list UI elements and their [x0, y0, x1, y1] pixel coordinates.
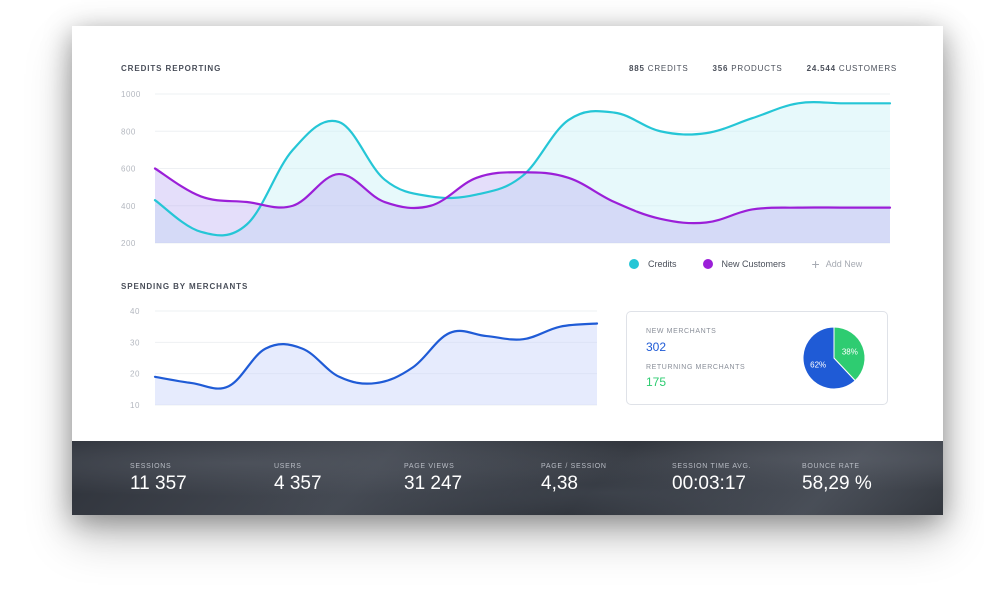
bounce-rate-stat: BOUNCE RATE 58,29 % — [802, 463, 872, 495]
legend-label-new-customers: New Customers — [721, 259, 786, 269]
y-tick-label: 20 — [130, 370, 140, 379]
products-stat: 356 PRODUCTS — [713, 64, 783, 73]
sessions-stat: SESSIONS 11 357 — [130, 463, 187, 495]
credits-reporting-chart: 200 400 600 800 1000 — [121, 90, 892, 248]
series-area — [155, 168, 890, 243]
credits-legend: Credits New Customers + Add New — [629, 256, 863, 272]
page-per-session-stat: PAGE / SESSION 4,38 — [541, 463, 607, 495]
returning-merchants-label: RETURNING MERCHANTS — [646, 364, 746, 371]
series-line — [153, 167, 892, 225]
credits-reporting-title: CREDITS REPORTING — [121, 64, 222, 73]
footer-stats-bar: SESSIONS 11 357 USERS 4 357 PAGE VIEWS 3… — [72, 441, 943, 515]
dashboard-card: CREDITS REPORTING 885 CREDITS 356 PRODUC… — [72, 26, 943, 515]
y-tick-label: 10 — [130, 401, 140, 410]
customers-stat-label: CUSTOMERS — [838, 64, 898, 73]
pie-slice-label: 38% — [842, 348, 858, 357]
customers-stat: 24.544 CUSTOMERS — [807, 64, 897, 73]
legend-item-credits[interactable]: Credits — [629, 259, 677, 269]
pie-slice-label: 62% — [810, 360, 826, 369]
products-stat-label: PRODUCTS — [731, 64, 783, 73]
users-value: 4 357 — [274, 473, 322, 494]
users-label: USERS — [274, 463, 302, 470]
page-per-session-value: 4,38 — [541, 473, 578, 494]
legend-dot-new-customers — [702, 259, 713, 269]
y-tick-label: 30 — [130, 338, 140, 347]
spending-title: SPENDING BY MERCHANTS — [121, 282, 249, 291]
y-tick-label: 40 — [130, 307, 140, 316]
customers-stat-value: 24.544 — [806, 64, 836, 73]
plus-icon: + — [811, 256, 820, 272]
add-new-label: Add New — [825, 259, 863, 269]
users-stat: USERS 4 357 — [274, 463, 322, 495]
new-merchants-label: NEW MERCHANTS — [646, 328, 717, 335]
series-area — [155, 102, 890, 243]
page-views-value: 31 247 — [404, 473, 463, 494]
y-tick-label: 1000 — [121, 90, 141, 99]
y-tick-label: 200 — [121, 239, 136, 248]
pie-slice — [802, 326, 856, 390]
session-time-stat: SESSION TIME AVG. 00:03:17 — [672, 463, 751, 495]
merchants-card: NEW MERCHANTS 302 RETURNING MERCHANTS 17… — [626, 311, 888, 405]
y-tick-label: 400 — [121, 202, 136, 211]
credits-stat: 885 CREDITS — [629, 64, 689, 73]
new-merchants-value: 302 — [646, 340, 667, 354]
y-tick-label: 800 — [121, 127, 136, 136]
returning-merchants-value: 175 — [646, 375, 667, 389]
pie-slice — [833, 326, 866, 382]
credits-stat-value: 885 — [629, 64, 645, 73]
bounce-rate-value: 58,29 % — [802, 473, 872, 494]
legend-label-credits: Credits — [648, 259, 677, 269]
session-time-label: SESSION TIME AVG. — [672, 463, 752, 470]
spending-chart: 10 20 30 40 — [130, 307, 599, 410]
series-line — [153, 101, 892, 237]
merchants-pie-chart: 62% 38% — [802, 326, 866, 390]
page-views-stat: PAGE VIEWS 31 247 — [404, 463, 462, 495]
series-area — [155, 323, 597, 405]
credits-stat-label: CREDITS — [647, 64, 689, 73]
add-new-button[interactable]: + Add New — [811, 256, 863, 272]
legend-dot-credits — [629, 259, 639, 269]
page-per-session-label: PAGE / SESSION — [541, 463, 607, 470]
page-views-label: PAGE VIEWS — [404, 463, 455, 470]
y-tick-label: 600 — [121, 165, 136, 174]
bounce-rate-label: BOUNCE RATE — [802, 463, 860, 470]
session-time-value: 00:03:17 — [672, 473, 746, 494]
products-stat-value: 356 — [712, 64, 729, 73]
sessions-label: SESSIONS — [130, 463, 172, 470]
series-line — [153, 322, 599, 390]
legend-item-new-customers[interactable]: New Customers — [702, 259, 786, 269]
credits-stats: 885 CREDITS 356 PRODUCTS 24.544 CUSTOMER… — [629, 64, 897, 73]
sessions-value: 11 357 — [130, 473, 187, 494]
